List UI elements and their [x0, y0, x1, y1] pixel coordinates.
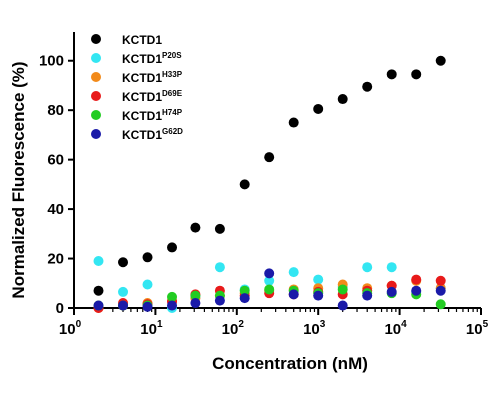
data-point-series-2 — [264, 275, 275, 286]
data-point-series-4 — [435, 275, 446, 286]
data-point-series-2 — [214, 262, 225, 273]
data-point-series-1 — [362, 81, 373, 92]
x-tick-label: 103 — [303, 319, 326, 338]
data-point-series-1 — [435, 55, 446, 66]
data-point-series-1 — [167, 242, 178, 253]
data-point-series-6 — [190, 298, 201, 309]
y-ticks: 0 20 40 60 80 100 — [39, 53, 74, 317]
data-point-series-1 — [386, 69, 397, 80]
legend-label: KCTD1 — [122, 33, 162, 47]
legend-label: KCTD1H74P — [122, 108, 183, 123]
y-tick-label: 20 — [47, 251, 64, 268]
x-tick-label: 102 — [222, 319, 245, 338]
data-point-series-2 — [288, 267, 299, 278]
data-point-series-1 — [264, 152, 275, 163]
data-point-series-1 — [411, 69, 422, 80]
data-point-series-6 — [239, 293, 250, 304]
y-tick-label: 80 — [47, 102, 64, 119]
data-point-series-1 — [214, 223, 225, 234]
data-point-series-6 — [288, 289, 299, 300]
data-point-series-5 — [435, 299, 446, 310]
x-ticks: 100 101 102 103 104 105 — [59, 308, 489, 338]
data-point-series-1 — [142, 252, 153, 263]
y-tick-label: 40 — [47, 201, 64, 218]
data-point-series-6 — [93, 300, 104, 311]
x-tick-label: 101 — [140, 319, 163, 338]
data-point-series-5 — [264, 284, 275, 295]
x-tick-label: 104 — [384, 319, 407, 338]
legend-marker — [91, 34, 101, 44]
data-point-series-6 — [337, 300, 348, 311]
y-axis-label: Normalized Fluorescence (%) — [9, 61, 28, 298]
data-point-series-2 — [313, 274, 324, 285]
data-point-series-1 — [118, 257, 129, 268]
data-point-series-6 — [362, 290, 373, 301]
x-tick-label: 100 — [59, 319, 82, 338]
data-point-series-1 — [313, 103, 324, 114]
legend-marker — [91, 110, 101, 120]
legend-marker — [91, 129, 101, 139]
y-tick-label: 0 — [56, 300, 64, 317]
axes — [73, 32, 481, 309]
data-point-series-1 — [239, 179, 250, 190]
legend-marker — [91, 53, 101, 63]
data-point-series-6 — [167, 300, 178, 311]
data-point-series-5 — [239, 285, 250, 296]
data-point-series-6 — [264, 268, 275, 279]
data-point-series-6 — [435, 285, 446, 296]
data-point-series-1 — [93, 285, 104, 296]
data-point-series-1 — [190, 222, 201, 233]
legend-label: KCTD1D69E — [122, 89, 183, 104]
data-point-series-6 — [142, 301, 153, 312]
legend-label: KCTD1H33P — [122, 70, 183, 85]
legend: KCTD1 KCTD1P20S KCTD1H33P KCTD1D69E KCTD1H74… — [91, 33, 183, 142]
data-point-series-6 — [411, 285, 422, 296]
data-point-series-5 — [190, 290, 201, 301]
data-point-series-6 — [214, 295, 225, 306]
data-point-series-1 — [337, 94, 348, 105]
data-point-series-6 — [118, 300, 129, 311]
data-point-series-1 — [288, 117, 299, 128]
legend-label: KCTD1G62D — [122, 127, 183, 142]
x-tick-label: 105 — [466, 319, 489, 338]
legend-marker — [91, 91, 101, 101]
data-point-series-2 — [118, 286, 129, 297]
data-point-series-2 — [386, 262, 397, 273]
y-tick-label: 60 — [47, 152, 64, 169]
data-point-series-4 — [411, 274, 422, 285]
legend-marker — [91, 72, 101, 82]
legend-label: KCTD1P20S — [122, 51, 182, 66]
data-point-series-2 — [142, 279, 153, 290]
data-point-series-5 — [337, 284, 348, 295]
data-point-series-6 — [386, 286, 397, 297]
data-point-series-2 — [362, 262, 373, 273]
data-points — [93, 55, 446, 313]
x-axis-label: Concentration (nM) — [212, 354, 368, 373]
data-point-series-5 — [167, 291, 178, 302]
y-tick-label: 100 — [39, 53, 64, 70]
data-point-series-6 — [313, 290, 324, 301]
data-point-series-2 — [93, 256, 104, 267]
